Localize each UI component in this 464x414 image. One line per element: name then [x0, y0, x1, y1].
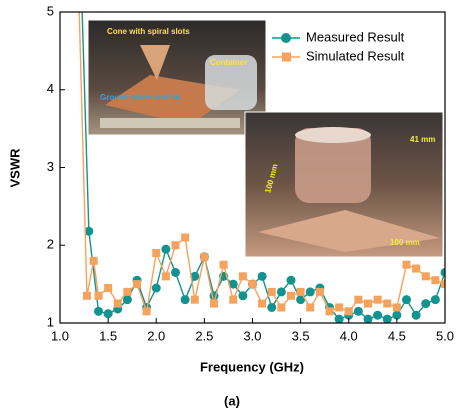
marker — [238, 291, 248, 301]
marker — [82, 291, 91, 300]
x-tick-label: 1.0 — [51, 328, 69, 343]
marker — [151, 283, 161, 293]
y-tick-label: 3 — [47, 159, 54, 174]
photo-1 — [87, 19, 267, 136]
annotation: 100 mm — [390, 238, 420, 247]
marker — [104, 284, 113, 293]
marker — [373, 310, 383, 320]
marker — [402, 295, 411, 305]
marker — [402, 260, 411, 269]
y-axis-label: VSWR — [7, 148, 22, 188]
marker — [334, 314, 344, 323]
marker — [103, 309, 113, 319]
series-line — [78, 12, 445, 313]
marker — [315, 287, 324, 296]
marker — [228, 279, 238, 289]
annotation: Ground plane and lid — [100, 93, 180, 102]
caption: (a) — [224, 393, 240, 408]
marker — [152, 249, 161, 258]
marker — [171, 241, 180, 250]
marker — [306, 303, 315, 312]
marker — [190, 295, 199, 304]
marker — [276, 287, 286, 297]
y-tick-label: 5 — [47, 3, 54, 18]
marker — [267, 287, 276, 296]
photo-2 — [244, 111, 444, 258]
marker — [344, 307, 353, 316]
marker — [305, 287, 315, 297]
marker — [421, 272, 430, 281]
marker — [296, 295, 306, 305]
annotation: Cone with spiral slots — [107, 27, 190, 36]
legend-label: Simulated Result — [306, 48, 405, 63]
x-tick-label: 1.5 — [99, 328, 117, 343]
marker — [440, 267, 445, 277]
marker — [373, 295, 382, 304]
marker — [248, 280, 257, 289]
marker — [89, 256, 98, 265]
marker — [113, 299, 122, 308]
legend-marker — [281, 33, 291, 43]
x-tick-label: 4.5 — [388, 328, 406, 343]
annotation: Container — [210, 58, 247, 67]
marker — [84, 226, 94, 236]
x-tick-label: 5.0 — [436, 328, 454, 343]
marker — [258, 299, 267, 308]
marker — [382, 314, 392, 323]
marker — [392, 310, 402, 320]
marker — [122, 295, 132, 305]
marker — [238, 272, 247, 281]
legend-marker — [282, 52, 291, 62]
y-tick-label: 1 — [47, 314, 54, 329]
x-tick-label: 2.0 — [147, 328, 165, 343]
marker — [190, 271, 200, 281]
legend-label: Measured Result — [306, 29, 405, 44]
marker — [354, 295, 363, 304]
marker — [277, 303, 286, 312]
marker — [200, 252, 209, 261]
marker — [181, 233, 190, 242]
marker — [364, 299, 372, 308]
marker — [219, 260, 228, 269]
marker — [257, 271, 267, 281]
marker — [353, 306, 363, 316]
x-tick-label: 3.0 — [243, 328, 261, 343]
y-tick-label: 4 — [47, 81, 54, 96]
marker — [287, 291, 295, 300]
marker — [229, 295, 238, 304]
marker — [210, 299, 218, 308]
marker — [123, 287, 132, 296]
marker — [421, 299, 431, 309]
marker — [286, 275, 296, 285]
x-axis-label: Frequency (GHz) — [200, 359, 304, 374]
marker — [296, 287, 305, 296]
marker — [411, 310, 421, 320]
x-tick-label: 4.0 — [340, 328, 358, 343]
marker — [161, 272, 170, 281]
marker — [335, 303, 344, 312]
marker — [267, 302, 277, 312]
marker — [392, 303, 401, 312]
marker — [142, 307, 151, 316]
marker — [161, 244, 171, 254]
x-tick-label: 2.5 — [195, 328, 213, 343]
marker — [441, 280, 445, 289]
marker — [431, 276, 440, 285]
marker — [363, 314, 373, 323]
marker — [171, 267, 180, 277]
x-tick-label: 3.5 — [292, 328, 310, 343]
marker — [133, 280, 141, 289]
marker — [383, 299, 392, 308]
marker — [94, 306, 103, 316]
y-tick-label: 2 — [47, 237, 54, 252]
marker — [180, 295, 190, 305]
marker — [325, 307, 334, 316]
marker — [412, 264, 421, 273]
marker — [94, 291, 103, 300]
annotation: 41 mm — [410, 135, 435, 144]
marker — [430, 295, 440, 305]
